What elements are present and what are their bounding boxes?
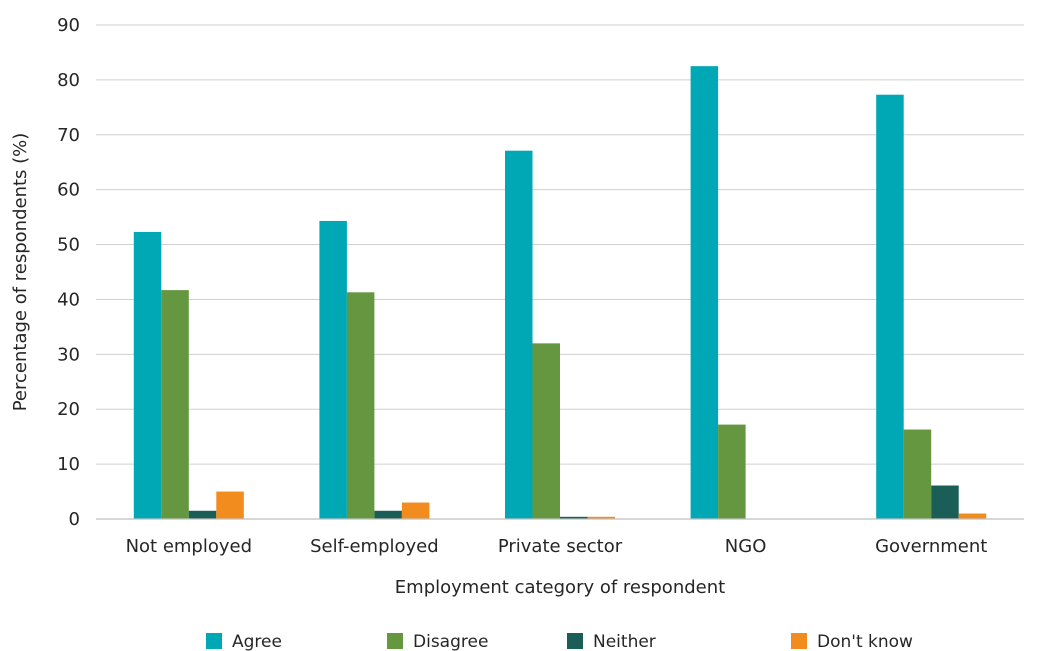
legend-label: Don't know	[817, 632, 913, 651]
legend-label: Agree	[232, 632, 282, 651]
bar-neither	[560, 516, 588, 519]
y-tick-label: 90	[57, 15, 80, 36]
bar-don-t-know	[401, 502, 430, 519]
y-tick-label: 10	[57, 454, 80, 475]
legend-swatch	[387, 633, 403, 649]
bar-disagree	[903, 429, 932, 519]
legend-swatch	[206, 633, 222, 649]
y-tick-label: 60	[57, 180, 80, 201]
bar-don-t-know	[587, 516, 615, 519]
bar-agree	[133, 231, 162, 520]
bar-neither	[931, 485, 959, 519]
legend-label: Disagree	[413, 632, 488, 651]
bar-disagree	[718, 424, 746, 519]
x-tick-label: NGO	[725, 536, 767, 557]
legend-item: Disagree	[387, 632, 488, 651]
bars	[133, 66, 987, 520]
legend-swatch	[791, 633, 807, 649]
x-tick-label: Government	[875, 536, 987, 557]
gridlines	[96, 24, 1024, 465]
bar-don-t-know	[958, 513, 987, 519]
y-tick-label: 40	[57, 289, 80, 310]
x-tick-label: Self-employed	[310, 536, 439, 557]
x-tick-label: Private sector	[498, 536, 623, 557]
legend: Agree Disagree Neither Don't know	[206, 632, 913, 651]
legend-item: Don't know	[791, 632, 913, 651]
y-axis-title: Percentage of respondents (%)	[10, 133, 31, 412]
bar-neither	[374, 510, 402, 519]
x-axis-tick-labels: Not employed Self-employed Private sector N…	[126, 536, 988, 557]
legend-item: Agree	[206, 632, 282, 651]
bar-agree	[505, 150, 533, 519]
x-tick-label: Not employed	[126, 536, 252, 557]
y-tick-label: 50	[57, 235, 80, 256]
legend-swatch	[567, 633, 583, 649]
bar-agree	[319, 220, 347, 519]
legend-label: Neither	[593, 632, 656, 651]
y-tick-label: 20	[57, 399, 80, 420]
bar-disagree	[161, 290, 189, 519]
y-tick-label: 70	[57, 125, 80, 146]
y-axis-tick-labels: 0 10 20 30 40 50 60 70 80 90	[57, 15, 80, 530]
bar-don-t-know	[216, 491, 244, 519]
y-tick-label: 0	[69, 509, 80, 530]
x-axis-title: Employment category of respondent	[395, 577, 725, 598]
bar-disagree	[532, 343, 560, 519]
y-tick-label: 80	[57, 70, 80, 91]
bar-agree	[690, 66, 719, 520]
bar-agree	[876, 94, 904, 519]
bar-disagree	[346, 292, 375, 519]
y-tick-label: 30	[57, 344, 80, 365]
bar-neither	[188, 510, 217, 519]
legend-item: Neither	[567, 632, 656, 651]
